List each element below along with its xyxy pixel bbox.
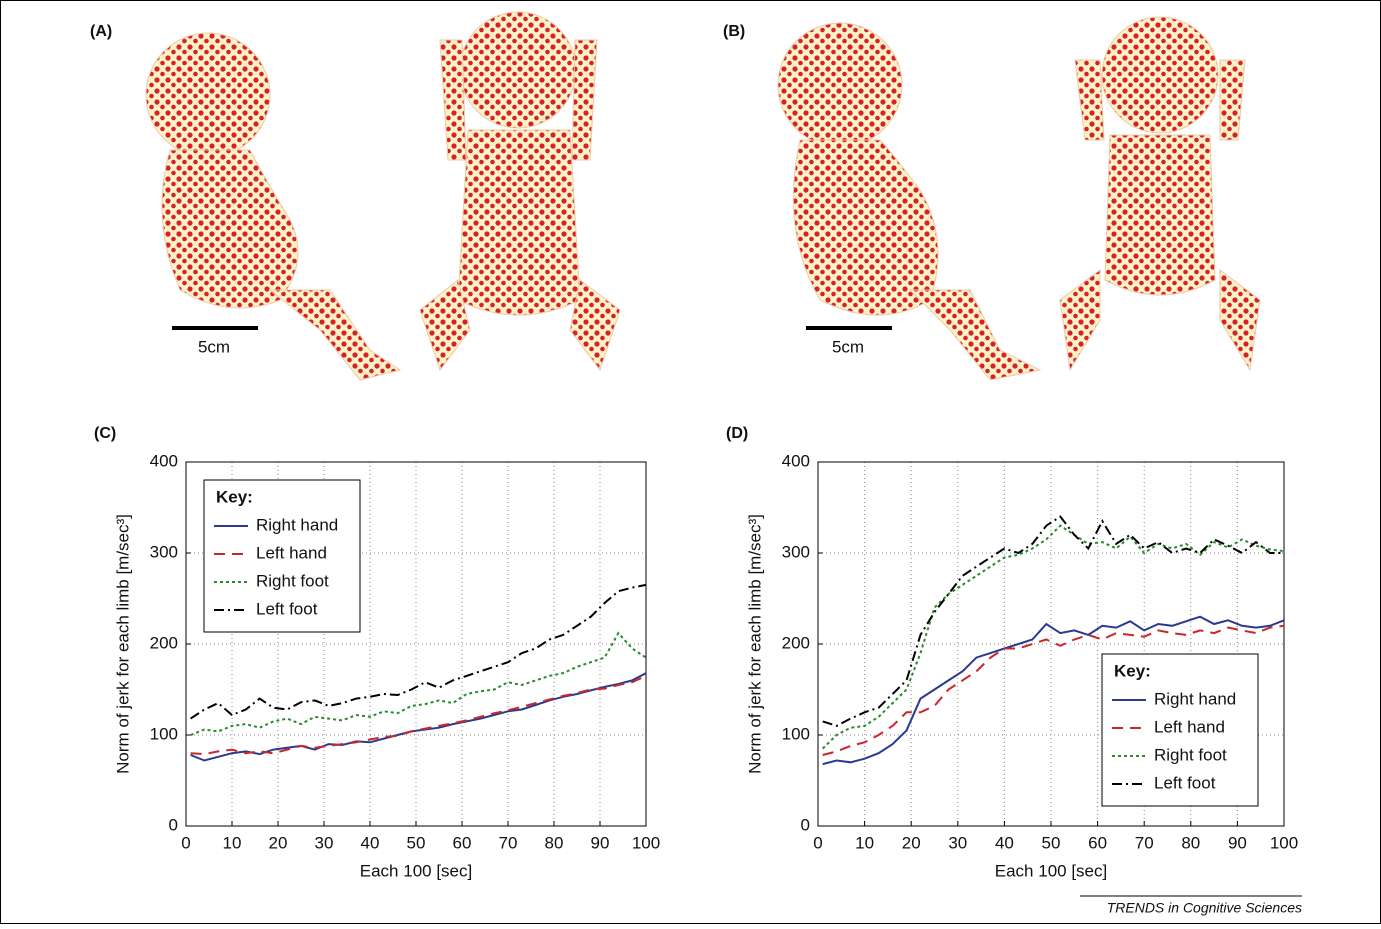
x-tick-label: 80 — [1181, 833, 1200, 852]
y-tick-label: 0 — [169, 815, 178, 834]
legend-label: Right foot — [256, 571, 329, 590]
x-tick-label: 90 — [591, 833, 610, 852]
series-line — [822, 615, 1285, 766]
legend-box — [1101, 653, 1259, 807]
x-tick-label: 0 — [181, 833, 190, 852]
x-tick-label: 100 — [632, 833, 660, 852]
x-tick-label: 10 — [223, 833, 242, 852]
y-tick-label: 100 — [150, 724, 178, 743]
panel-label: (B) — [723, 23, 745, 40]
x-tick-label: 50 — [407, 833, 426, 852]
legend-label: Left foot — [1154, 773, 1216, 792]
x-tick-label: 60 — [1088, 833, 1107, 852]
x-tick-label: 50 — [1042, 833, 1061, 852]
x-tick-label: 60 — [453, 833, 472, 852]
y-tick-label: 300 — [150, 542, 178, 561]
fetus-model-a — [145, 11, 621, 381]
y-tick-label: 400 — [150, 451, 178, 470]
x-tick-label: 30 — [948, 833, 967, 852]
panel-label: (A) — [90, 23, 112, 40]
x-axis-label: Each 100 [sec] — [360, 861, 472, 880]
plot-frame — [817, 461, 1285, 827]
x-tick-label: 70 — [1135, 833, 1154, 852]
x-tick-label: 20 — [902, 833, 921, 852]
x-tick-label: 40 — [995, 833, 1014, 852]
legend-title: Key: — [216, 487, 253, 506]
y-tick-label: 100 — [782, 724, 810, 743]
x-tick-label: 20 — [269, 833, 288, 852]
scale-bar-label: 5cm — [198, 337, 230, 356]
legend-label: Left foot — [256, 599, 318, 618]
scale-bar-label: 5cm — [832, 337, 864, 356]
legend-box — [203, 479, 361, 633]
x-axis-label: Each 100 [sec] — [995, 861, 1107, 880]
panel-label: (C) — [94, 425, 116, 442]
y-tick-label: 0 — [801, 815, 810, 834]
legend-label: Left hand — [256, 543, 327, 562]
x-tick-label: 40 — [361, 833, 380, 852]
y-axis-label: Norm of jerk for each limb [m/sec³] — [745, 514, 764, 774]
y-tick-label: 300 — [782, 542, 810, 561]
x-tick-label: 90 — [1228, 833, 1247, 852]
series-line — [822, 515, 1284, 727]
legend-label: Right foot — [1154, 745, 1227, 764]
y-axis-label: Norm of jerk for each limb [m/sec³] — [113, 514, 132, 774]
x-tick-label: 0 — [813, 833, 822, 852]
y-tick-label: 200 — [150, 633, 178, 652]
x-tick-label: 100 — [1270, 833, 1298, 852]
footer-credit: TRENDS in Cognitive Sciences — [1107, 900, 1302, 916]
legend-label: Left hand — [1154, 717, 1225, 736]
panel-label: (D) — [726, 425, 748, 442]
legend-label: Right hand — [256, 515, 338, 534]
fetus-model-b — [777, 16, 1261, 381]
series-line — [190, 631, 647, 736]
legend-label: Right hand — [1154, 689, 1236, 708]
series-line — [190, 674, 647, 756]
legend-title: Key: — [1114, 661, 1151, 680]
x-tick-label: 30 — [315, 833, 334, 852]
x-tick-label: 80 — [545, 833, 564, 852]
y-tick-label: 400 — [782, 451, 810, 470]
y-tick-label: 200 — [782, 633, 810, 652]
x-tick-label: 70 — [499, 833, 518, 852]
plot-frame — [185, 461, 647, 827]
x-tick-label: 10 — [855, 833, 874, 852]
